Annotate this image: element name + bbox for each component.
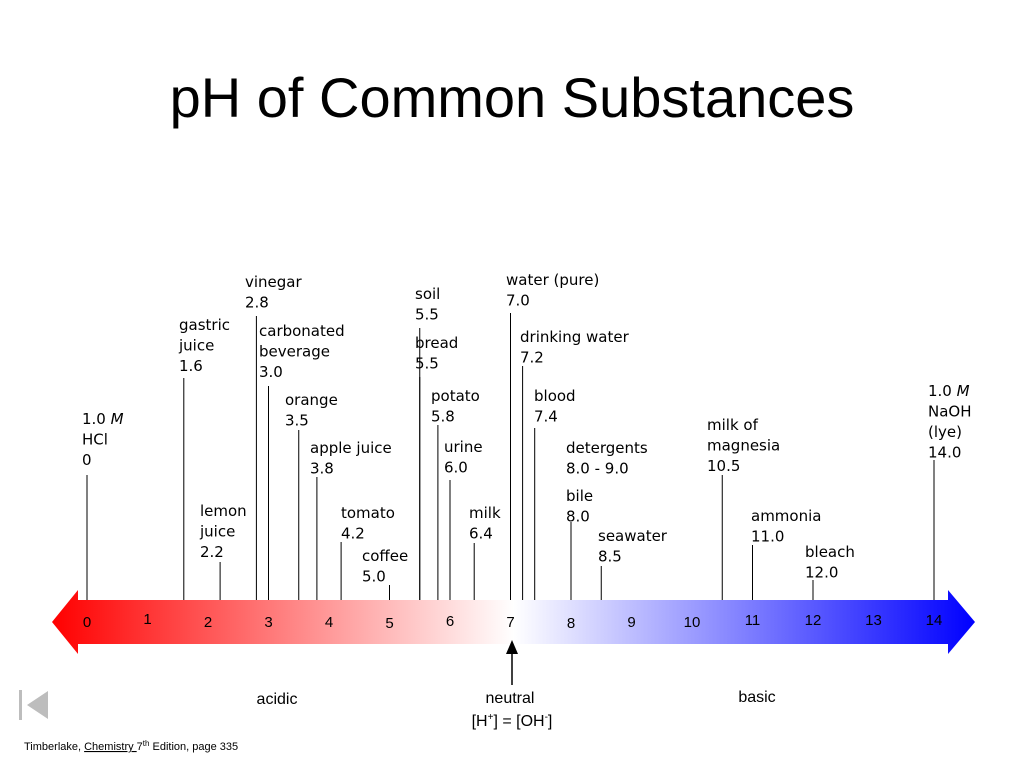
ph-tick-9: 9	[627, 614, 635, 631]
substance-label: bile 8.0	[566, 487, 593, 526]
basic-label: basic	[738, 689, 775, 706]
substance-label: vinegar 2.8	[245, 273, 302, 312]
substance-label: water (pure) 7.0	[506, 271, 599, 310]
ph-tick-8: 8	[567, 615, 575, 632]
substance-label: soil 5.5	[415, 285, 440, 324]
substance-label: 1.0 M NaOH (lye) 14.0	[928, 382, 972, 462]
substance-stems	[86, 313, 935, 600]
substance-label: drinking water 7.2	[520, 328, 630, 367]
neutral-label: neutral	[486, 690, 535, 707]
ph-tick-4: 4	[325, 614, 333, 631]
substance-label: coffee 5.0	[362, 547, 408, 586]
substance-label: bleach 12.0	[805, 543, 855, 582]
citation: Timberlake, Chemistry 7th Edition, page …	[24, 739, 238, 753]
substance-label: apple juice 3.8	[310, 439, 392, 478]
ph-tick-11: 11	[745, 612, 761, 629]
neutral-equation: [H+] = [OH-]	[472, 712, 553, 730]
substance-label: urine 6.0	[444, 438, 483, 477]
substance-label: bread 5.5	[415, 334, 458, 373]
ph-tick-12: 12	[805, 612, 822, 629]
ph-tick-13: 13	[865, 612, 882, 629]
acidic-label: acidic	[257, 691, 298, 708]
ph-tick-3: 3	[264, 614, 272, 631]
substance-label: blood 7.4	[534, 387, 576, 426]
molarity-line: 1.0 M	[82, 410, 124, 428]
molarity-line: 1.0 M	[928, 382, 970, 400]
ph-tick-labels: 0 1 2 3 4 5 6 7 8 9 10 11 12 13 14	[83, 611, 943, 632]
ph-tick-5: 5	[385, 615, 393, 632]
substance-label: tomato 4.2	[341, 504, 395, 543]
page-title: pH of Common Substances	[169, 66, 855, 129]
ph-tick-1: 1	[143, 611, 151, 628]
ph-tick-7: 7	[506, 614, 514, 631]
neutral-arrow-icon	[506, 640, 518, 685]
substance-label: lemon juice 2.2	[199, 502, 247, 561]
substance-label: 1.0 M HCl 0	[82, 410, 124, 469]
ph-tick-2: 2	[204, 614, 212, 631]
ph-tick-10: 10	[684, 614, 701, 631]
ph-gradient-bar	[52, 590, 975, 654]
substance-label: potato 5.8	[431, 387, 480, 426]
substance-label: detergents 8.0 - 9.0	[566, 439, 648, 478]
substance-label: milk 6.4	[469, 504, 501, 543]
substance-label: ammonia 11.0	[751, 507, 821, 546]
ph-tick-6: 6	[446, 613, 454, 630]
substance-label: orange 3.5	[285, 391, 338, 430]
substance-label: seawater 8.5	[598, 527, 668, 566]
ph-tick-14: 14	[926, 612, 943, 629]
substance-label: milk of magnesia 10.5	[707, 416, 780, 475]
back-to-start-button[interactable]	[16, 686, 52, 722]
substance-labels: 1.0 M HCl 0 gastric juice 1.6 lemon juice 2.2 vin…	[82, 271, 972, 586]
ph-tick-0: 0	[83, 614, 91, 631]
substance-label: carbonated beverage 3.0	[259, 322, 345, 381]
back-to-start-icon	[19, 690, 48, 720]
substance-label: gastric juice 1.6	[178, 316, 230, 375]
